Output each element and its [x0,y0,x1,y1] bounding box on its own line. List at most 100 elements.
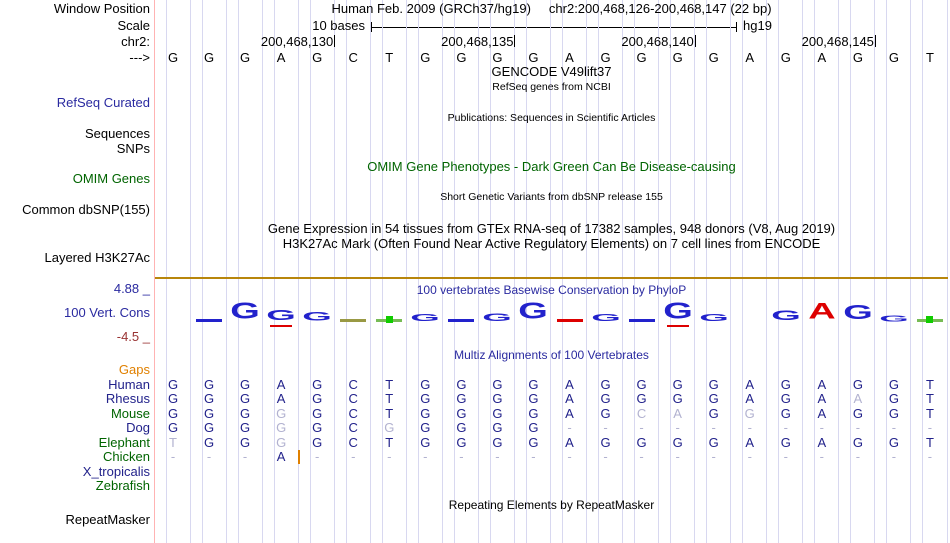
alignment-gap: - [170,449,176,464]
alignment-base: G [888,376,899,392]
alignment-base: G [852,405,863,421]
alignment-base: G [600,376,611,392]
species-label-gaps[interactable]: Gaps [118,362,150,377]
alignment-base: G [528,434,539,450]
grid-line [513,0,515,543]
logo-dash-G [448,319,475,322]
grid-line [405,0,407,543]
alignment-base: C [348,434,358,450]
alignment-gap: - [531,449,536,464]
track-label-100-vert-cons[interactable]: 100 Vert. Cons [64,305,150,320]
alignment-base: G [456,376,467,392]
omim-track-title[interactable]: OMIM Gene Phenotypes - Dark Green Can Be… [367,159,736,174]
alignment-base: G [203,420,215,435]
alignment-base: G [240,434,251,450]
alignment-gap: - [242,449,248,464]
gencode-track-title[interactable]: GENCODE V49lift37 [491,64,612,79]
sequence-base: G [456,50,467,65]
alignment-base: C [348,420,358,435]
phylop-track-title[interactable]: 100 vertebrates Basewise Conservation by… [416,283,687,297]
refseq-track-title[interactable]: RefSeq genes from NCBI [492,81,611,93]
grid-line [802,0,804,543]
grid-line [309,0,311,543]
logo-letter-glyph: G [662,298,693,325]
grid-line [562,0,563,543]
track-label-sequences[interactable]: Sequences [84,126,150,141]
species-label-human[interactable]: Human [108,376,150,392]
logo-letter-A: A [804,301,840,323]
sequence-base: T [925,50,934,65]
alignment-base: G [852,376,863,392]
ruler-tick [334,35,336,47]
grid-line [586,0,588,543]
logo-letter-glyph: G [302,309,332,324]
sequence-base: G [672,50,683,65]
grid-line [369,0,371,543]
alignment-base: G [600,405,611,421]
h3k27ac-track-title[interactable]: H3K27Ac Mark (Often Found Near Active Re… [282,236,821,251]
alignment-base: G [240,376,251,392]
gtex-track-title[interactable]: Gene Expression in 54 tissues from GTEx … [267,221,836,236]
alignment-gap: - [603,449,608,464]
alignment-base: C [636,405,647,421]
sequence-base: A [565,50,574,65]
alignment-base: C [348,405,358,421]
track-label-refseq-curated[interactable]: RefSeq Curated [56,95,150,110]
sequence-base: G [852,50,863,65]
multiz-track-title[interactable]: Multiz Alignments of 100 Vertebrates [454,348,649,362]
sequence-base: G [167,50,179,65]
alignment-base: G [420,391,431,406]
species-label-mouse[interactable]: Mouse [110,405,150,421]
alignment-base: G [312,376,323,392]
grid-line [441,0,443,543]
ruler-label: 200,468,130 [260,34,334,49]
track-label-repeatmasker[interactable]: RepeatMasker [65,512,150,527]
alignment-base: G [312,391,323,406]
grid-line [766,0,768,543]
alignment-base: G [600,434,611,450]
species-label-elephant[interactable]: Elephant [98,434,150,450]
dbsnp-track-title[interactable]: Short Genetic Variants from dbSNP releas… [440,191,663,203]
grid-line [333,0,335,543]
logo-letter-glyph: G [482,311,513,324]
logo-letter-glyph: G [770,308,801,324]
alignment-base: T [385,391,394,406]
sequence-base: G [203,50,215,65]
species-label-zebrafish[interactable]: Zebrafish [95,478,150,493]
track-label-common-dbsnp[interactable]: Common dbSNP(155) [22,202,150,217]
alignment-base: A [565,391,574,406]
alignment-base: T [385,434,394,450]
sequence-base: G [780,50,791,65]
alignment-gap: - [639,449,644,464]
alignment-gap: - [927,420,933,435]
alignment-gap: - [891,449,897,464]
publications-track-title[interactable]: Publications: Sequences in Scientific Ar… [447,112,656,124]
alignment-base: G [384,420,395,435]
track-label-layered-h3k27ac[interactable]: Layered H3K27Ac [44,250,150,265]
logo-letter-glyph: G [410,312,441,324]
scale-value: 10 bases [312,18,365,33]
track-separator-line [155,277,948,279]
track-label-snps[interactable]: SNPs [116,141,150,156]
strand-arrow[interactable]: ---> [129,50,150,65]
scale-bar-line [371,27,737,28]
species-label-rhesus[interactable]: Rhesus [105,391,150,406]
grid-line [634,0,636,543]
alignment-gap: - [567,449,572,464]
alignment-gap: - [747,449,752,464]
window-position-label: Window Position [53,1,150,16]
repeatmasker-track-title[interactable]: Repeating Elements by RepeatMasker [448,498,655,512]
species-label-dog[interactable]: Dog [126,420,150,435]
alignment-base: G [888,391,899,406]
alignment-base: G [492,376,503,392]
logo-letter-G: G [588,313,624,323]
alignment-base: G [420,420,431,435]
alignment-base: A [817,405,827,421]
sequence-base: C [348,50,358,65]
species-label-chicken[interactable]: Chicken [103,449,150,464]
track-label-omim-genes[interactable]: OMIM Genes [72,171,150,186]
sequence-base: T [385,50,394,65]
species-label-x_tropicalis[interactable]: X_tropicalis [82,463,150,479]
logo-letter-G: G [479,312,515,323]
